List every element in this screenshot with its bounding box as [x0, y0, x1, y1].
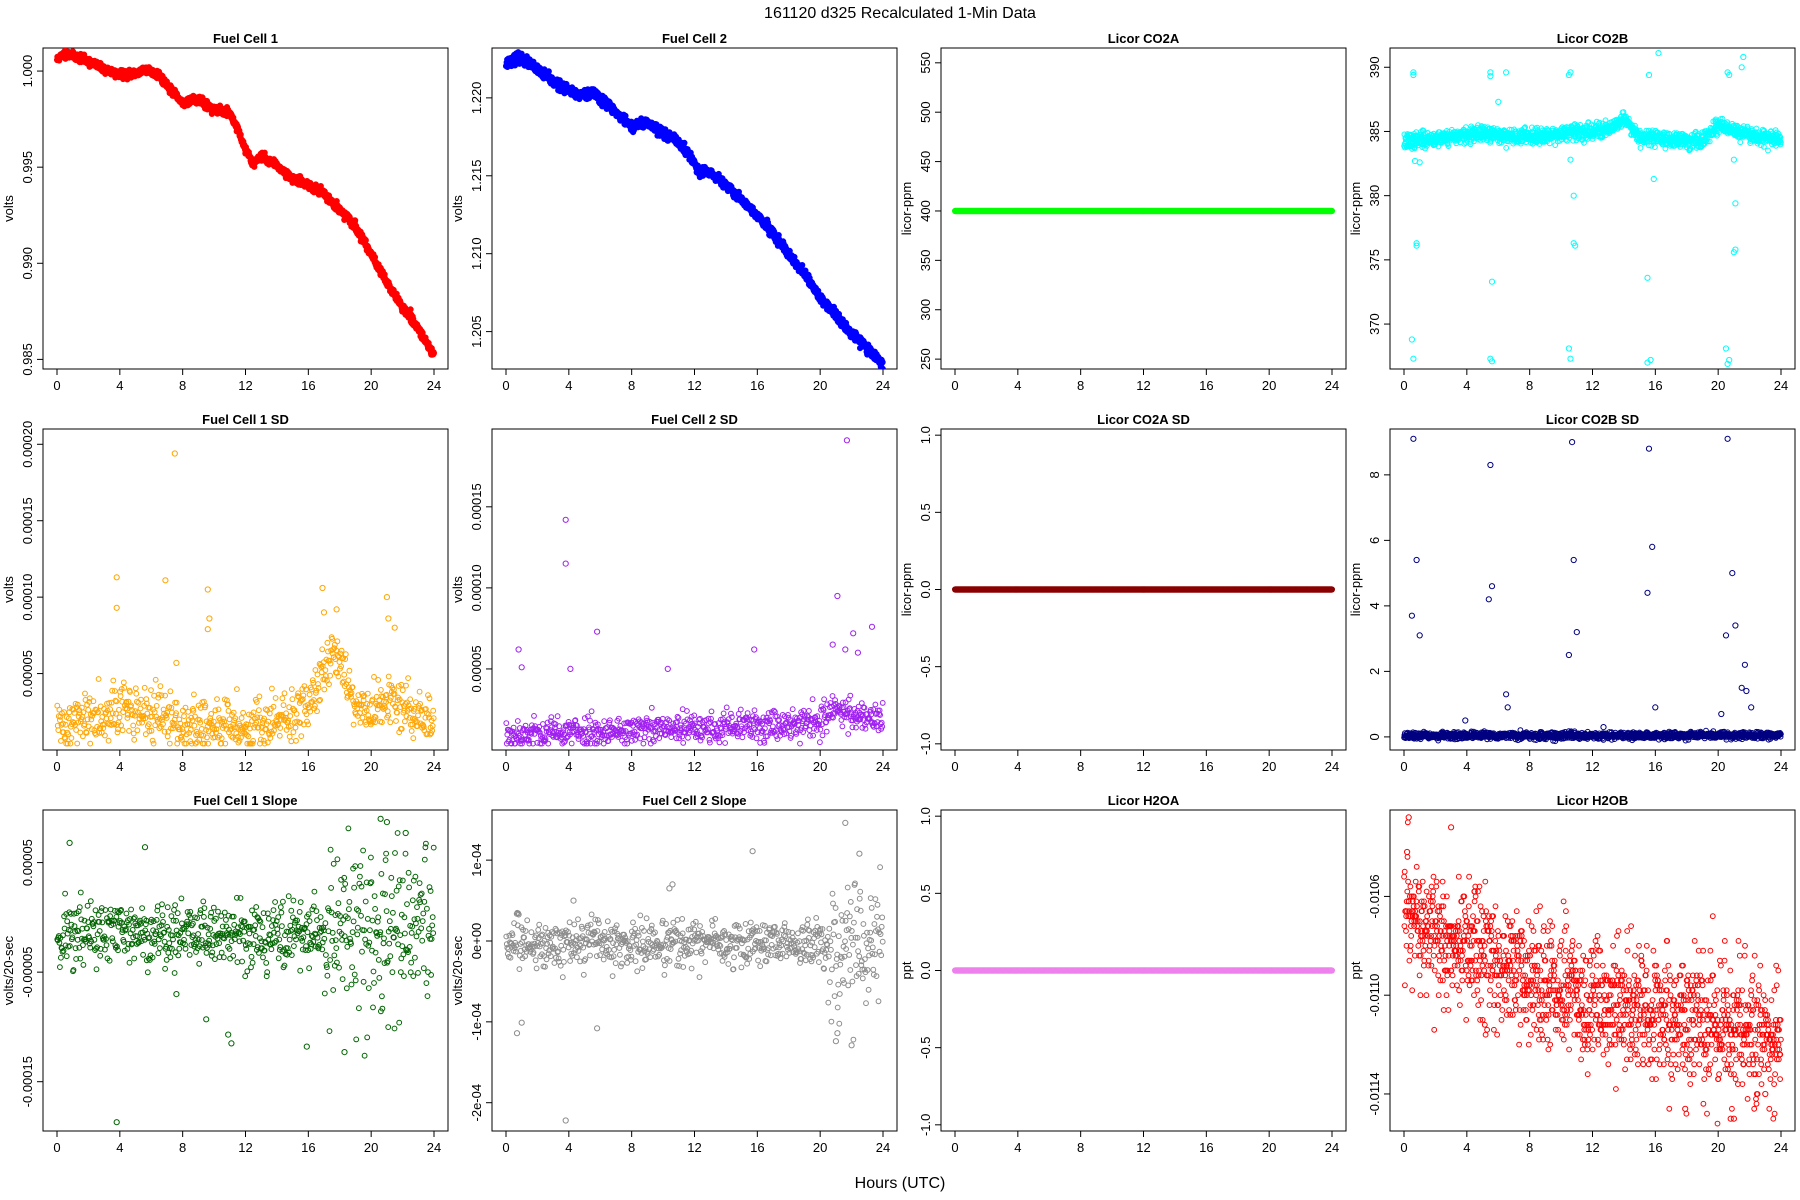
- y-tick-label: 550: [918, 52, 933, 74]
- y-axis-label: volts: [450, 195, 465, 222]
- data-point: [681, 139, 688, 146]
- y-tick-label: 300: [918, 299, 933, 321]
- panel-title: Licor CO2A: [1108, 31, 1180, 46]
- x-tick-label: 0: [53, 378, 60, 393]
- x-tick-label: 4: [1463, 378, 1470, 393]
- data-point: [407, 306, 414, 313]
- y-tick-label: 1.210: [469, 237, 484, 270]
- panel-title: Licor CO2B: [1557, 31, 1629, 46]
- panel-co2a: Licor CO2A licor-ppm 0 4 8 12 16 20 24 250 300 350 4…: [899, 31, 1347, 393]
- x-tick-label: 8: [179, 378, 186, 393]
- y-tick-label: 390: [1367, 56, 1382, 78]
- y-tick-label: 1.215: [469, 160, 484, 193]
- x-tick-label: 16: [1648, 378, 1662, 393]
- x-tick-label: 12: [238, 378, 252, 393]
- plot-frame: [42, 47, 449, 370]
- x-tick-label: 0: [951, 378, 958, 393]
- x-tick-label: 12: [1136, 378, 1150, 393]
- y-tick-label: 1.000: [20, 55, 35, 88]
- y-tick-label: 380: [1367, 185, 1382, 207]
- x-tick-label: 24: [427, 378, 441, 393]
- y-tick-label: 1.220: [469, 82, 484, 115]
- x-tick-label: 8: [1077, 378, 1084, 393]
- x-tick-label: 4: [565, 378, 572, 393]
- series-fc1: [54, 48, 437, 358]
- data-point: [879, 366, 886, 369]
- x-tick-label: 8: [628, 378, 635, 393]
- x-tick-label: 20: [813, 378, 827, 393]
- y-tick-label: 370: [1367, 313, 1382, 335]
- y-axis-label: volts: [1, 195, 16, 222]
- x-tick-label: 0: [502, 378, 509, 393]
- series-co2b: [1401, 50, 1784, 367]
- y-tick-label: 250: [918, 348, 933, 370]
- x-tick-label: 4: [116, 378, 123, 393]
- y-tick-label: 0.985: [20, 343, 35, 376]
- data-point: [879, 359, 886, 366]
- x-tick-label: 12: [1585, 378, 1599, 393]
- x-tick-label: 16: [1199, 378, 1213, 393]
- x-tick-label: 24: [876, 378, 890, 393]
- x-tick-label: 12: [687, 378, 701, 393]
- x-tick-label: 8: [1526, 378, 1533, 393]
- panel-title: Fuel Cell 2: [662, 31, 727, 46]
- y-tick-label: 400: [918, 200, 933, 222]
- x-tick-label: 20: [1711, 378, 1725, 393]
- panel-fc2: Fuel Cell 2 volts 0 4 8 12 16 20 24 1.205 1.210 1.2…: [450, 31, 898, 393]
- x-tick-label: 0: [1400, 378, 1407, 393]
- x-tick-label: 24: [1774, 378, 1788, 393]
- data-point: [1503, 145, 1510, 151]
- y-axis-label: licor-ppm: [899, 182, 914, 235]
- panel-fc1: Fuel Cell 1 volts 0 4 8 12 16 20 24 0.985 0.990 0.9…: [1, 31, 449, 393]
- figure-title: 161120 d325 Recalculated 1-Min Data: [764, 5, 1036, 22]
- y-tick-label: 1.205: [469, 315, 484, 348]
- figure-x-axis-label: Hours (UTC): [855, 1175, 946, 1192]
- y-tick-label: 0.995: [20, 151, 35, 184]
- x-tick-label: 16: [750, 378, 764, 393]
- y-axis-label: licor-ppm: [1348, 182, 1363, 235]
- x-tick-label: 20: [1262, 378, 1276, 393]
- data-point: [430, 350, 437, 357]
- x-tick-label: 20: [364, 378, 378, 393]
- plot-frame: [1389, 47, 1796, 370]
- x-tick-label: 16: [301, 378, 315, 393]
- x-tick-label: 4: [1014, 378, 1021, 393]
- y-tick-label: 500: [918, 101, 933, 123]
- data-point: [1328, 207, 1336, 215]
- y-tick-label: 375: [1367, 249, 1382, 271]
- panels: Fuel Cell 1 volts 0 4 8 12 16 20 24 0.985 0.990 0.9…: [1, 31, 1796, 1155]
- panel-co2b: Licor CO2B licor-ppm 0 4 8 12 16 20 24 370 375 380 3…: [1348, 31, 1796, 393]
- series-fc2: [503, 49, 886, 369]
- data-point: [799, 262, 806, 269]
- x-tick-label: 24: [1325, 378, 1339, 393]
- panel-title: Fuel Cell 1: [213, 31, 278, 46]
- series-co2a: [952, 207, 1336, 215]
- y-tick-label: 350: [918, 250, 933, 272]
- y-tick-label: 450: [918, 151, 933, 173]
- y-tick-label: 0.990: [20, 247, 35, 280]
- data-point: [352, 217, 359, 224]
- y-tick-label: 385: [1367, 121, 1382, 143]
